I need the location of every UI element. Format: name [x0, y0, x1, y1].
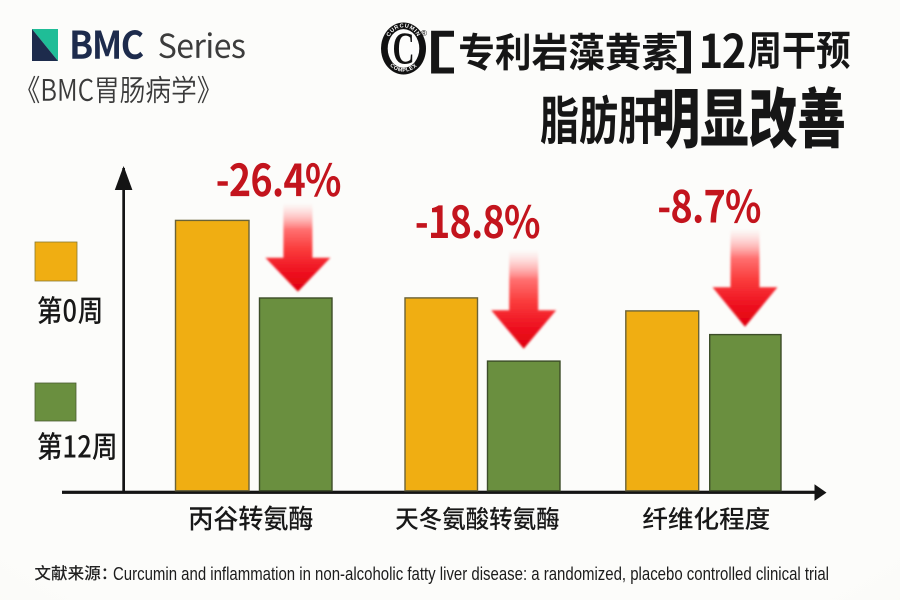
svg-text:C: C: [392, 25, 414, 74]
svg-text:Curcumin and inflammation in n: Curcumin and inflammation in non-alcohol…: [113, 564, 829, 584]
svg-text:COMPLEX: COMPLEX: [388, 63, 418, 74]
svg-text:®: ®: [421, 28, 428, 38]
